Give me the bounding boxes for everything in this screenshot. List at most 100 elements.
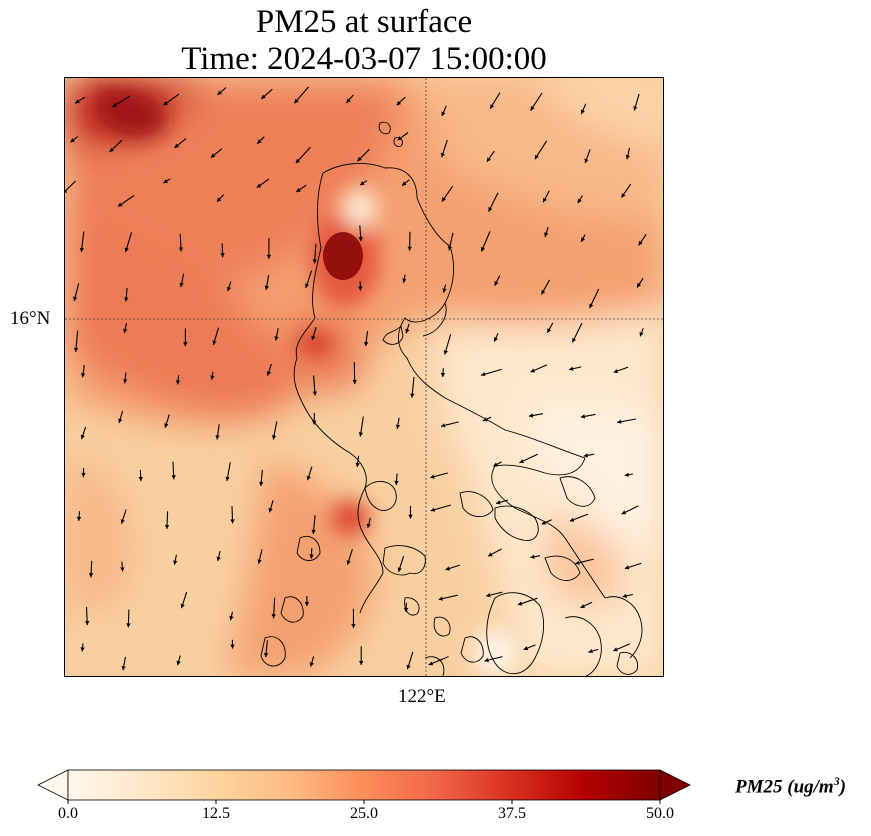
wind-arrow-head xyxy=(296,187,301,192)
wind-arrow-head xyxy=(80,647,85,652)
wind-arrow-head xyxy=(173,560,178,565)
wind-arrow-head xyxy=(163,101,168,106)
wind-arrow-head xyxy=(624,472,629,477)
wind-arrow-head xyxy=(126,623,131,628)
wind-arrow-head xyxy=(481,372,486,377)
latitude-tick-label: 16°N xyxy=(10,308,51,329)
wind-arrow-head xyxy=(580,109,585,115)
map-time: Time: 2024-03-07 15:00:00 xyxy=(181,41,547,77)
wind-arrow-head xyxy=(305,283,310,288)
wind-arrow-head xyxy=(312,391,317,396)
wind-arrow-head xyxy=(613,369,619,374)
wind-arrow-head xyxy=(75,99,80,104)
wind-arrow-head xyxy=(212,340,217,345)
wind-arrow-head xyxy=(530,554,535,559)
wind-arrow-head xyxy=(493,337,498,342)
wind-arrow-head xyxy=(410,393,415,398)
wind-arrow-head xyxy=(120,567,125,572)
wind-arrow-head xyxy=(486,157,491,162)
wind-arrow-head xyxy=(408,514,413,519)
map-panel[interactable] xyxy=(64,77,664,677)
wind-arrow-head xyxy=(180,603,185,609)
wind-arrow-head xyxy=(79,247,85,253)
wind-arrow-head xyxy=(442,197,446,202)
wind-arrow-head xyxy=(621,193,626,198)
wind-arrow-head xyxy=(118,202,123,207)
wind-arrow-head xyxy=(543,197,547,203)
wind-vectors xyxy=(65,86,647,671)
wind-arrow-head xyxy=(268,507,273,513)
wind-arrow-head xyxy=(304,602,310,607)
wind-arrow-head xyxy=(164,423,169,428)
wind-arrow-head xyxy=(447,246,452,251)
wind-arrow-head xyxy=(178,247,184,252)
wind-arrow-head xyxy=(309,554,314,559)
wind-arrow-head xyxy=(175,380,181,385)
wind-arrow-head xyxy=(124,297,129,302)
wind-arrow-head xyxy=(271,435,277,440)
wind-arrow-head xyxy=(406,664,411,670)
wind-arrow-head xyxy=(638,240,643,246)
wind-arrow-head xyxy=(112,102,118,107)
wind-arrow-head xyxy=(76,516,82,521)
wind-arrow-head xyxy=(544,232,549,237)
wind-arrow-head xyxy=(138,477,143,482)
wind-arrow-head xyxy=(164,524,170,529)
wind-arrow-head xyxy=(443,350,448,355)
wind-arrow-head xyxy=(174,143,179,148)
wind-arrow-head xyxy=(81,473,86,478)
wind-arrow-head xyxy=(639,331,644,337)
wind-arrow-head xyxy=(123,328,128,334)
wind-arrow-head xyxy=(488,207,493,212)
wind-arrow-head xyxy=(569,517,575,522)
wind-arrow-head xyxy=(440,372,446,377)
wind-arrow-head xyxy=(430,474,435,479)
wind-arrow-head xyxy=(85,621,90,626)
wind-arrow-head xyxy=(261,94,266,99)
wind-arrow-head xyxy=(226,286,231,292)
wind-arrow-head xyxy=(355,462,360,468)
wind-arrow-head xyxy=(534,154,539,160)
wind-arrow-head xyxy=(230,519,235,524)
wind-arrow-head xyxy=(490,104,495,109)
wind-arrow-head xyxy=(257,139,262,144)
wind-arrow-head xyxy=(295,158,301,164)
wind-arrow-head xyxy=(569,366,574,371)
wind-arrow-head xyxy=(530,106,535,111)
wind-arrow-head xyxy=(366,523,371,528)
wind-arrow-head xyxy=(309,662,314,667)
wind-arrow-head xyxy=(346,98,351,103)
colorbar-tick: 12.5 xyxy=(202,805,230,822)
wind-arrow-head xyxy=(312,259,317,264)
colorbar-tick: 50.0 xyxy=(646,805,674,822)
wind-arrow-head xyxy=(547,328,552,333)
wind-arrow-head xyxy=(358,432,364,437)
wind-arrow-head xyxy=(394,480,399,485)
wind-arrow-head xyxy=(484,657,489,663)
wind-arrow-head xyxy=(624,565,630,570)
wind-arrow-head xyxy=(613,647,618,652)
wind-arrow-head xyxy=(171,475,176,480)
wind-arrow-head xyxy=(428,661,434,666)
wind-arrow-head xyxy=(633,106,638,111)
colorbar-tick: 0.0 xyxy=(58,805,78,822)
wind-arrow-head xyxy=(402,278,407,283)
wind-arrow-head xyxy=(73,296,78,301)
wind-arrow-head xyxy=(163,179,168,184)
wind-arrow-head xyxy=(264,285,269,290)
wind-arrow-head xyxy=(358,237,363,242)
wind-arrow-head xyxy=(494,281,499,286)
wind-arrow-head xyxy=(306,475,311,481)
wind-arrow-head xyxy=(541,289,546,295)
wind-arrow-head xyxy=(259,481,264,487)
wind-arrow-head xyxy=(124,247,129,253)
wind-arrow-head xyxy=(517,601,523,606)
wind-arrow-head xyxy=(271,614,276,619)
wind-arrow-head xyxy=(445,566,450,571)
wind-arrow-head xyxy=(216,197,222,202)
colorbar-label: PM25 (ug/m3) xyxy=(735,774,847,798)
wind-arrow-head xyxy=(118,418,123,423)
wind-arrow-head xyxy=(622,593,627,598)
wind-arrow-head xyxy=(530,368,536,373)
wind-arrow-head xyxy=(257,559,262,564)
